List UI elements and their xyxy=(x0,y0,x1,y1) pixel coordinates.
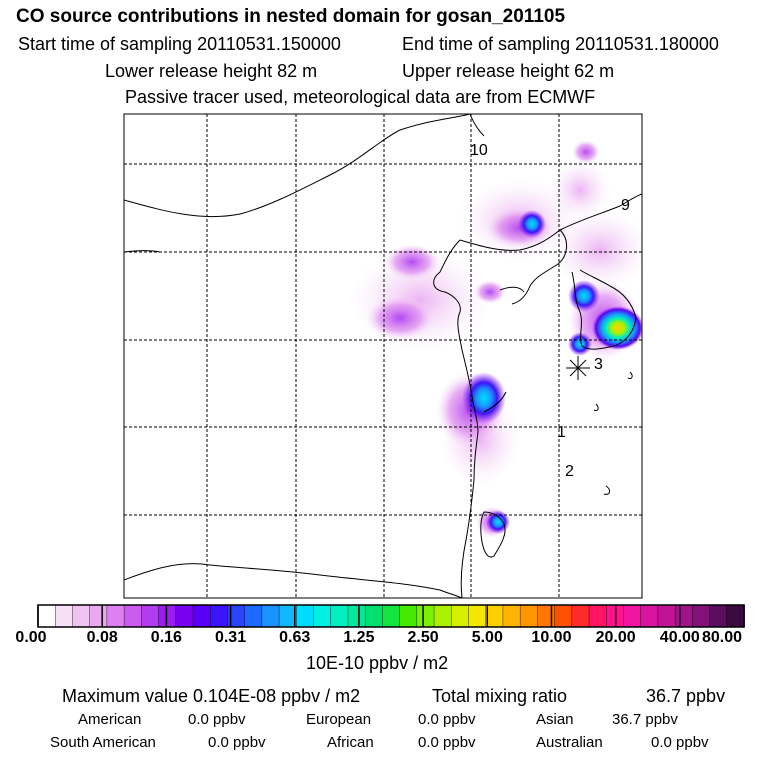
end-sampling-time: End time of sampling 20110531.180000 xyxy=(402,34,719,54)
colorbar-cell xyxy=(209,604,229,628)
colorbar-tick-label: 0.00 xyxy=(15,629,47,646)
total-mixing-ratio-value: 36.7 ppbv xyxy=(646,686,726,706)
colorbar-cell xyxy=(89,604,108,628)
colorbar-cell xyxy=(261,604,280,628)
colorbar-cell xyxy=(588,604,607,628)
colorbar-tick-label: 0.31 xyxy=(214,629,247,646)
colorbar-cell xyxy=(519,604,539,628)
map-frame xyxy=(123,113,643,599)
colorbar-cell xyxy=(72,604,91,628)
colorbar-tick-label: 10.00 xyxy=(531,629,572,646)
colorbar-cell xyxy=(364,604,384,628)
figure-title: CO source contributions in nested domain… xyxy=(16,6,566,27)
colorbar-cell xyxy=(674,604,694,628)
colorbar-tick-label: 80.00 xyxy=(701,629,743,646)
colorbar-major-dividers xyxy=(37,605,745,627)
region-value: 36.7 ppbv xyxy=(612,711,678,728)
colorbar-cell xyxy=(537,604,556,628)
colorbar-cell xyxy=(726,604,745,628)
trajectory-segment xyxy=(483,391,507,413)
trajectory-label: 1 xyxy=(557,424,566,441)
tracer-note: Passive tracer used, meteorological data… xyxy=(125,87,596,107)
colorbar-cell xyxy=(296,604,315,628)
receptor-star-marker xyxy=(566,356,590,380)
region-value: 0.0 ppbv xyxy=(418,734,476,751)
region-name: Asian xyxy=(536,711,574,728)
colorbar-cells xyxy=(37,604,745,628)
colorbar-cell xyxy=(451,604,470,628)
lat-lon-grid xyxy=(124,114,642,598)
maximum-value: Maximum value 0.104E-08 ppbv / m2 xyxy=(62,686,361,706)
colorbar-cell xyxy=(37,604,56,628)
colorbar-tick-label: 0.08 xyxy=(86,629,118,646)
concentration-field xyxy=(350,140,642,538)
colorbar-cell xyxy=(141,604,160,628)
trajectory-label: 3 xyxy=(594,356,603,373)
trajectory-label: 9 xyxy=(621,197,630,214)
colorbar-cell xyxy=(347,604,366,628)
colorbar-cell xyxy=(158,604,177,628)
region-value: 0.0 ppbv xyxy=(188,711,246,728)
region-value: 0.0 ppbv xyxy=(651,734,709,751)
start-sampling-time: Start time of sampling 20110531.150000 xyxy=(18,34,341,54)
region-name: Australian xyxy=(536,734,603,751)
region-value: 0.0 ppbv xyxy=(208,734,266,751)
trajectory-label: 2 xyxy=(565,463,574,480)
colorbar-tick-label: 20.00 xyxy=(595,629,636,646)
colorbar-cell xyxy=(502,604,521,628)
colorbar-unit: 10E-10 ppbv / m2 xyxy=(306,653,449,673)
colorbar-cell xyxy=(106,604,125,628)
colorbar-cell xyxy=(382,604,401,628)
total-mixing-ratio-label: Total mixing ratio xyxy=(432,686,568,706)
region-name: American xyxy=(78,711,142,728)
colorbar-cell xyxy=(123,604,143,628)
colorbar-tick-label: 40.00 xyxy=(659,629,700,646)
colorbar-cell xyxy=(571,604,590,628)
colorbar-cell xyxy=(657,604,676,628)
colorbar-cell xyxy=(416,604,435,628)
colorbar-cell xyxy=(468,604,487,628)
colorbar-cell xyxy=(192,604,211,628)
colorbar-cell xyxy=(709,604,728,628)
colorbar-tick-label: 1.25 xyxy=(343,629,375,646)
colorbar-cell xyxy=(485,604,504,628)
colorbar-cell xyxy=(692,604,711,628)
region-name: African xyxy=(327,734,374,751)
colorbar-cell xyxy=(399,604,418,628)
colorbar-cell xyxy=(433,604,452,628)
region-value: 0.0 ppbv xyxy=(418,711,476,728)
colorbar-tick-label: 2.50 xyxy=(407,629,439,646)
colorbar-cell xyxy=(175,604,194,628)
colorbar-tick-label: 0.63 xyxy=(279,629,311,646)
colorbar-cell xyxy=(623,604,642,628)
colorbar-cell xyxy=(55,604,74,628)
colorbar-cell xyxy=(313,604,332,628)
trajectory-label: 10 xyxy=(470,142,488,159)
colorbar-cell xyxy=(640,604,659,628)
upper-release-height: Upper release height 62 m xyxy=(402,61,615,81)
region-name: European xyxy=(306,711,372,728)
colorbar-cell xyxy=(244,604,263,628)
region-name: South American xyxy=(50,734,156,751)
colorbar-cell xyxy=(330,604,349,628)
colorbar-tick-label: 0.16 xyxy=(150,629,182,646)
colorbar-cell xyxy=(554,604,573,628)
colorbar-tick-label: 5.00 xyxy=(471,629,503,646)
lower-release-height: Lower release height 82 m xyxy=(105,61,318,81)
